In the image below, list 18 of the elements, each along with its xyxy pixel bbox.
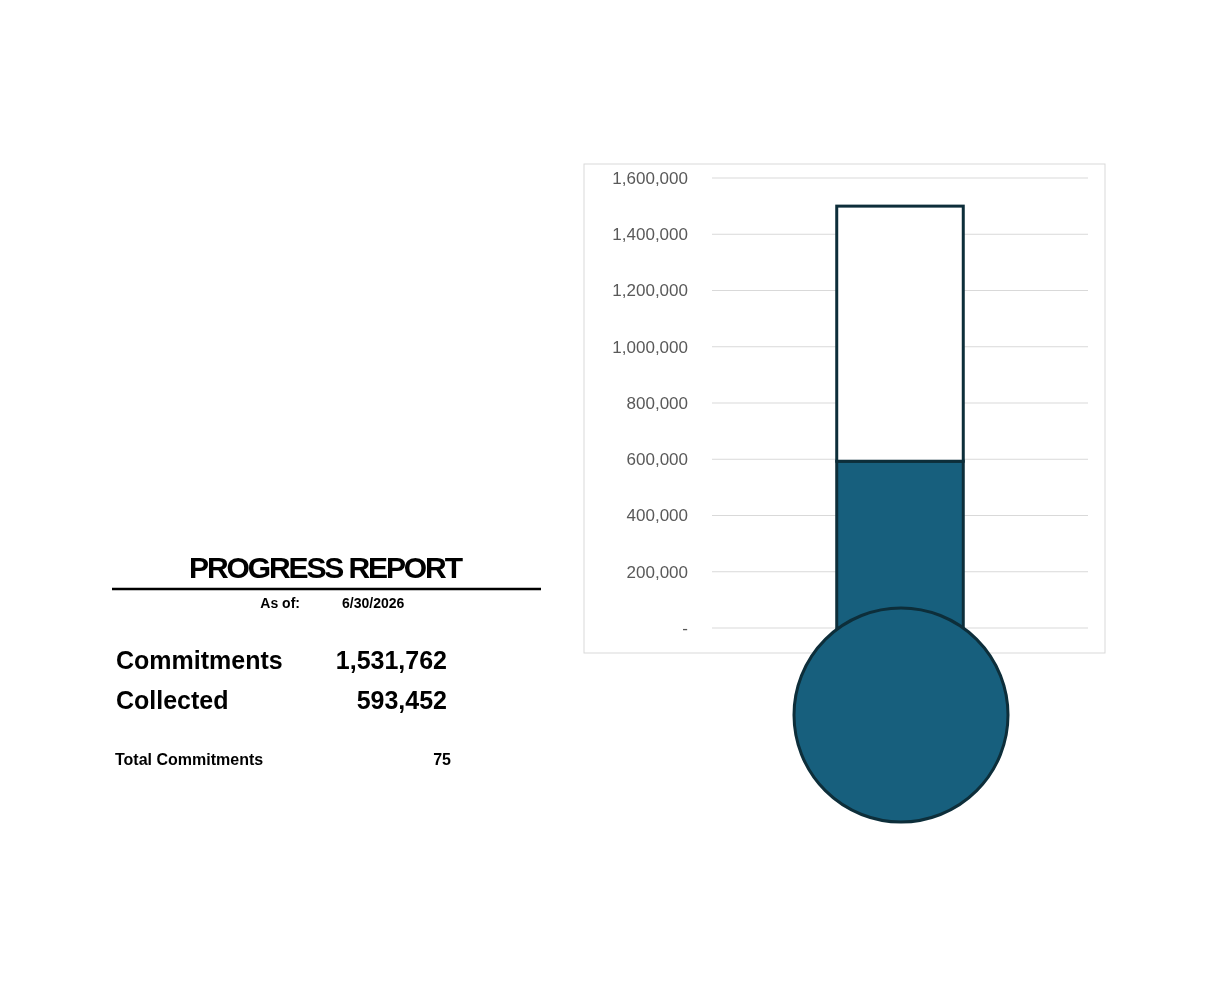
text: 593,452 [356,686,447,714]
y-tick-label: 1,000,000 [612,337,688,357]
text: 1,531,762 [335,646,447,674]
y-tick-label: 1,400,000 [612,225,688,245]
text: 75 [433,751,452,768]
y-tick-label: 400,000 [626,506,688,526]
y-tick-label: 1,600,000 [612,168,688,188]
text: Collected [116,686,229,714]
y-tick-label: - [682,618,688,638]
text: PROGRESS REPORT [189,551,463,584]
text: Total Commitments [115,751,264,768]
text: 6/30/2026 [342,595,405,611]
y-tick-label: 600,000 [626,450,688,470]
text: Commitments [116,646,283,674]
y-tick-label: 1,200,000 [612,281,688,301]
text: As of: [260,595,300,611]
y-tick-label: 800,000 [626,393,688,413]
y-tick-label: 200,000 [626,562,688,582]
